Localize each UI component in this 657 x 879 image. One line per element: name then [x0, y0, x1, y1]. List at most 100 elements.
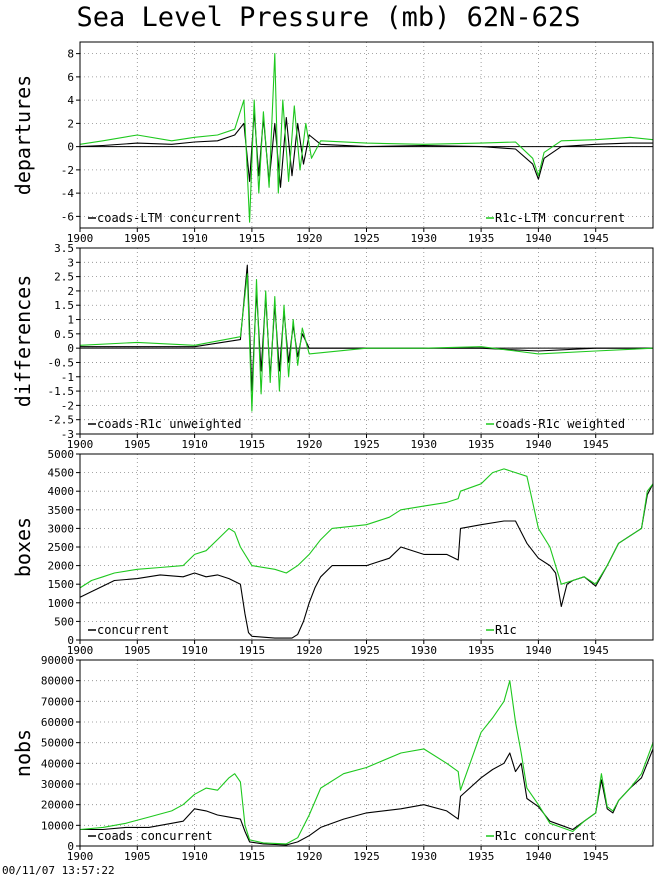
x-tick-label: 1940	[525, 438, 552, 450]
series-line-green	[79, 680, 654, 845]
y-tick-label: 500	[54, 615, 74, 628]
x-tick-label: 1905	[124, 438, 151, 450]
y-tick-label: 0.5	[54, 328, 74, 341]
y-tick-label: 10000	[41, 819, 74, 832]
y-tick-label: 30000	[41, 778, 74, 791]
x-tick-label: 1910	[181, 850, 208, 862]
y-tick-label: 3000	[48, 522, 75, 535]
y-tick-label: 1000	[48, 597, 75, 610]
x-tick-label: 1920	[296, 644, 323, 656]
x-tick-label: 1900	[67, 644, 94, 656]
x-tick-label: 1940	[525, 850, 552, 862]
nobs-chart: 0 10000 20000 30000 40000 50000 60000 70000 8000…	[11, 654, 654, 863]
y-tick-label: 40000	[41, 757, 74, 770]
y-tick-label: -3	[61, 428, 74, 441]
x-tick-label: 1915	[239, 644, 266, 656]
x-tick-label: 1925	[353, 438, 380, 450]
boxes-panel: 0 500 1000 1500 2000 2500 3000 3500 4000 4500 5000…	[0, 448, 657, 657]
legend-label: coads-R1c weighted	[495, 417, 625, 431]
y-tick-label: 0	[67, 634, 74, 647]
x-tick-label: 1935	[468, 438, 495, 450]
x-tick-label: 1940	[525, 232, 552, 244]
legend-label: concurrent	[97, 623, 169, 637]
x-tick-label: 1930	[411, 644, 438, 656]
x-tick-label: 1930	[411, 438, 438, 450]
y-tick-label: 2.5	[54, 271, 74, 284]
y-tick-label: -2	[61, 399, 74, 412]
x-tick-label: 1915	[239, 232, 266, 244]
series-line-green	[79, 273, 654, 412]
y-tick-label: 2000	[48, 560, 75, 573]
x-tick-label: 1945	[582, 438, 609, 450]
y-tick-label: 4500	[48, 467, 75, 480]
x-tick-label: 1905	[124, 232, 151, 244]
y-tick-label: 3500	[48, 504, 75, 517]
y-tick-label: 50000	[41, 737, 74, 750]
x-tick-label: 1930	[411, 232, 438, 244]
y-tick-label: 6	[67, 71, 74, 84]
y-tick-label: 2	[67, 117, 74, 130]
y-tick-label: 90000	[41, 656, 74, 667]
x-tick-label: 1925	[353, 644, 380, 656]
x-tick-label: 1945	[582, 644, 609, 656]
y-tick-label: -6	[61, 210, 74, 223]
y-tick-label: 8	[67, 48, 74, 61]
y-tick-label: 80000	[41, 675, 74, 688]
x-tick-label: 1910	[181, 232, 208, 244]
x-tick-label: 1945	[582, 850, 609, 862]
legend-label: R1c	[495, 623, 517, 637]
y-tick-label: 1500	[48, 578, 75, 591]
series-line-green	[79, 468, 654, 589]
legend-label: coads concurrent	[97, 829, 213, 843]
x-tick-label: 1920	[296, 438, 323, 450]
y-tick-label: -2	[61, 164, 74, 177]
y-tick-label: 0	[67, 342, 74, 355]
series-line-black	[79, 111, 653, 188]
chart-title: Sea Level Pressure (mb) 62N-62S	[76, 2, 581, 33]
differences-panel: -3 -2.5 -2 -1.5 -1 -0.5 0 0.5 1 1.5 2 2.5 3 3.5 1900 19…	[0, 242, 657, 451]
x-tick-label: 1900	[67, 850, 94, 862]
y-axis-label: differences	[11, 275, 35, 407]
y-axis-label: boxes	[11, 517, 35, 577]
nobs-panel: 0 10000 20000 30000 40000 50000 60000 70000 8000…	[0, 654, 657, 863]
y-tick-label: 3	[67, 256, 74, 269]
x-tick-label: 1910	[181, 644, 208, 656]
timestamp: 00/11/07 13:57:22	[2, 864, 115, 877]
x-tick-label: 1900	[67, 232, 94, 244]
departures-panel: -6 -4 -2 0 2 4 6 8 1900 1905 1910 1915 1920 1925 1930 1…	[0, 38, 657, 245]
x-tick-label: 1905	[124, 644, 151, 656]
x-tick-label: 1915	[239, 850, 266, 862]
x-tick-label: 1935	[468, 232, 495, 244]
y-tick-label: 2	[67, 285, 74, 298]
legend-label: coads-LTM concurrent	[97, 211, 242, 225]
y-tick-label: 70000	[41, 695, 74, 708]
x-tick-label: 1925	[353, 850, 380, 862]
y-tick-label: -1.5	[48, 385, 75, 398]
x-tick-label: 1915	[239, 438, 266, 450]
boxes-chart: 0 500 1000 1500 2000 2500 3000 3500 4000 4500 5000…	[11, 448, 654, 657]
x-tick-label: 1940	[525, 644, 552, 656]
y-tick-label: 0	[67, 141, 74, 154]
y-tick-label: -0.5	[48, 356, 75, 369]
x-tick-label: 1945	[582, 232, 609, 244]
y-tick-label: 4	[67, 94, 74, 107]
y-tick-label: 1.5	[54, 299, 74, 312]
x-tick-label: 1905	[124, 850, 151, 862]
y-tick-label: -2.5	[48, 414, 75, 427]
legend-label: R1c concurrent	[495, 829, 596, 843]
x-tick-label: 1910	[181, 438, 208, 450]
differences-chart: -3-2.5 -2-1.5-1 -0.500.51 1.522.5 33.5 1900 19…	[11, 242, 654, 451]
y-tick-label: -1	[61, 371, 74, 384]
x-tick-label: 1925	[353, 232, 380, 244]
y-tick-label: 60000	[41, 716, 74, 729]
x-tick-label: 1920	[296, 232, 323, 244]
y-tick-label: 4000	[48, 485, 75, 498]
series-line-green	[79, 53, 654, 223]
x-tick-label: 1935	[468, 850, 495, 862]
y-axis-label: nobs	[11, 729, 35, 777]
y-tick-label: 1	[67, 314, 74, 327]
x-tick-label: 1935	[468, 644, 495, 656]
x-tick-label: 1900	[67, 438, 94, 450]
y-tick-label: 5000	[48, 450, 75, 461]
y-tick-label: -4	[61, 187, 75, 200]
